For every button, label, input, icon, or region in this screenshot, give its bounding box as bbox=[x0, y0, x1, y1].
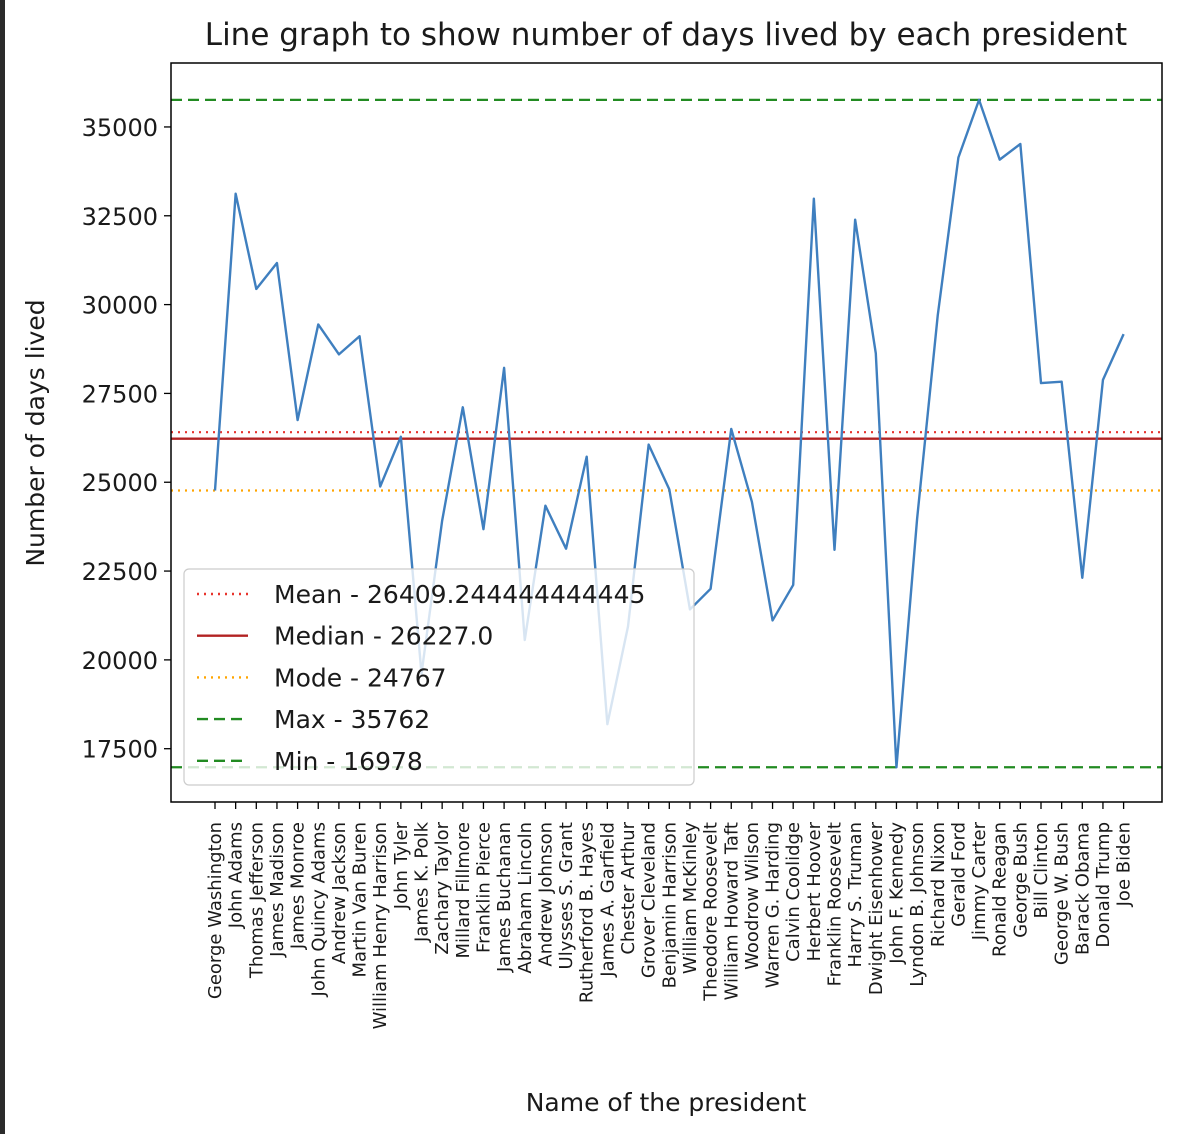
x-tick-label: John Quincy Adams bbox=[308, 822, 329, 997]
x-tick-label: George W. Bush bbox=[1052, 822, 1073, 965]
x-tick-label: James Madison bbox=[267, 822, 288, 958]
x-tick-label: Franklin Roosevelt bbox=[825, 822, 846, 986]
x-tick-label: Ulysses S. Grant bbox=[556, 822, 577, 969]
legend-label-mean: Mean - 26409.244444444445 bbox=[274, 580, 645, 609]
x-tick-label: George Washington bbox=[205, 822, 226, 999]
x-tick-label: Zachary Taylor bbox=[432, 821, 453, 954]
x-tick-label: John F. Kennedy bbox=[886, 822, 907, 965]
y-tick-label: 25000 bbox=[82, 469, 158, 497]
y-tick-label: 20000 bbox=[82, 647, 158, 675]
x-tick-label: Millard Fillmore bbox=[453, 822, 474, 958]
x-tick-label: William Henry Harrison bbox=[370, 822, 391, 1029]
legend-label-min: Min - 16978 bbox=[274, 747, 423, 776]
x-tick-label: Donald Trump bbox=[1093, 822, 1114, 948]
y-tick-label: 35000 bbox=[82, 114, 158, 142]
x-tick-label: Woodrow Wilson bbox=[742, 822, 763, 970]
x-tick-label: Grover Cleveland bbox=[639, 822, 660, 978]
x-tick-label: Abraham Lincoln bbox=[515, 822, 536, 974]
y-axis-ticks: 17500 20000 22500 25000 27500 30000 32500 35000 bbox=[82, 114, 171, 764]
x-tick-label: Gerald Ford bbox=[948, 822, 969, 927]
x-tick-label: Barack Obama bbox=[1072, 822, 1093, 955]
legend-label-median: Median - 26227.0 bbox=[274, 622, 493, 651]
x-tick-label: Calvin Coolidge bbox=[783, 822, 804, 962]
x-tick-label: Ronald Reagan bbox=[990, 822, 1011, 957]
chart-title: Line graph to show number of days lived … bbox=[205, 17, 1127, 53]
window-edge bbox=[0, 0, 5, 1134]
legend-label-max: Max - 35762 bbox=[274, 705, 430, 734]
x-tick-label: Thomas Jefferson bbox=[246, 822, 267, 979]
y-tick-label: 22500 bbox=[82, 558, 158, 586]
x-tick-label: Benjamin Harrison bbox=[659, 822, 680, 988]
legend: Mean - 26409.244444444445 Median - 26227.… bbox=[183, 568, 695, 786]
x-tick-label: Lyndon B. Johnson bbox=[907, 822, 928, 987]
x-tick-label: Joe Biden bbox=[1114, 822, 1135, 907]
data-series bbox=[213, 98, 1125, 769]
x-tick-label: James Monroe bbox=[288, 822, 309, 950]
x-tick-label: Dwight Eisenhower bbox=[866, 821, 887, 995]
x-tick-label: James A. Garfield bbox=[597, 822, 618, 978]
x-tick-label: Warren G. Harding bbox=[763, 822, 784, 988]
y-tick-label: 17500 bbox=[82, 736, 158, 764]
x-tick-label: Richard Nixon bbox=[928, 822, 949, 947]
x-tick-label: Theodore Roosevelt bbox=[701, 822, 722, 1002]
y-tick-label: 30000 bbox=[82, 292, 158, 320]
x-tick-label: Herbert Hoover bbox=[804, 821, 825, 961]
x-tick-label: Rutherford B. Hayes bbox=[577, 822, 598, 1003]
legend-box bbox=[183, 568, 695, 786]
x-tick-label: Harry S. Truman bbox=[845, 822, 866, 967]
y-tick-label: 27500 bbox=[82, 380, 158, 408]
x-axis-ticks: George Washington John Adams Thomas Jeffer… bbox=[205, 802, 1135, 1029]
y-axis-label: Number of days lived bbox=[21, 299, 50, 566]
x-tick-label: Jimmy Carter bbox=[969, 821, 990, 941]
x-tick-label: Chester Arthur bbox=[618, 821, 639, 954]
x-tick-label: John Adams bbox=[226, 822, 247, 929]
x-axis-label: Name of the president bbox=[526, 1088, 807, 1117]
x-tick-label: Andrew Jackson bbox=[329, 822, 350, 964]
x-tick-label: William McKinley bbox=[680, 822, 701, 974]
x-tick-label: Bill Clinton bbox=[1031, 822, 1052, 919]
x-tick-label: William Howard Taft bbox=[721, 822, 742, 1000]
x-tick-label: George Bush bbox=[1010, 822, 1031, 938]
x-tick-label: Andrew Johnson bbox=[535, 822, 556, 967]
x-tick-label: Martin Van Buren bbox=[350, 822, 371, 977]
plot-frame bbox=[170, 62, 1163, 803]
y-tick-label: 32500 bbox=[82, 203, 158, 231]
x-tick-label: James K. Polk bbox=[412, 821, 433, 943]
legend-label-mode: Mode - 24767 bbox=[274, 663, 447, 692]
x-tick-label: Franklin Pierce bbox=[473, 822, 494, 953]
x-tick-label: John Tyler bbox=[391, 821, 412, 910]
x-tick-label: James Buchanan bbox=[494, 822, 515, 973]
